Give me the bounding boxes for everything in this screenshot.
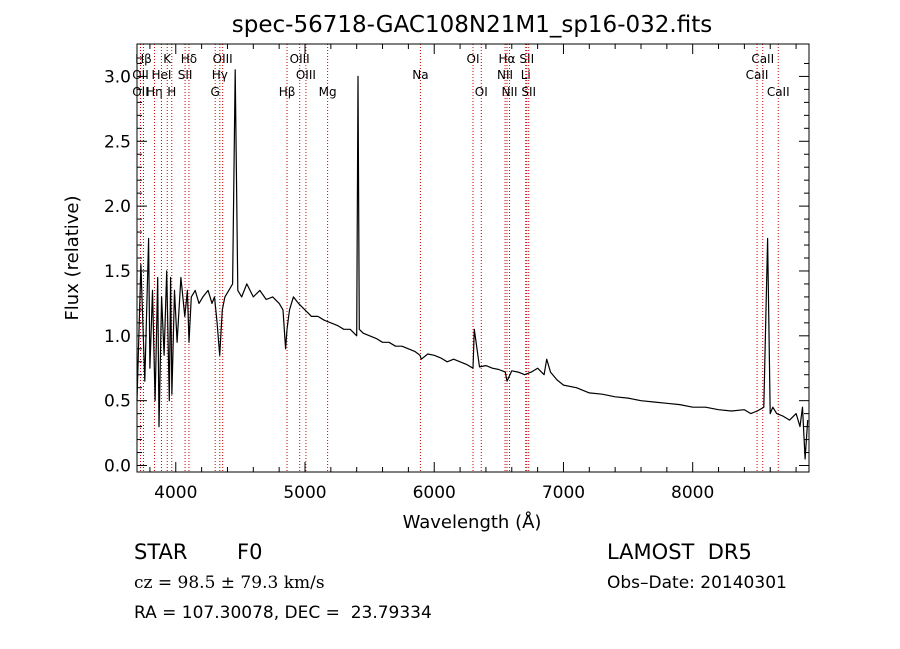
line-marker-label-0: Hβ <box>135 52 152 66</box>
line-marker-label-7: Hδ <box>181 52 197 66</box>
line-marker-label-4: HeI <box>151 68 171 82</box>
line-marker-label-2: OII <box>132 85 149 99</box>
y-tick-label-2: 1.0 <box>104 327 131 347</box>
line-marker-label-12: OIII <box>290 52 310 66</box>
line-marker-label-11: G <box>211 85 220 99</box>
line-marker-label-9: OIII <box>213 52 233 66</box>
line-marker-label-14: Hβ <box>279 85 296 99</box>
redshift-cz: cz = 98.5 ± 79.3 km/s <box>134 573 325 593</box>
line-marker-label-21: NII <box>502 85 518 99</box>
y-tick-label-4: 2.0 <box>104 197 131 217</box>
line-marker-label-20: NII <box>497 68 513 82</box>
y-tick-label-1: 0.5 <box>104 392 131 412</box>
line-marker-label-10: Hγ <box>212 68 228 82</box>
line-marker-label-17: OI <box>467 52 480 66</box>
line-marker-label-25: CaII <box>751 52 774 66</box>
x-tick-label-3: 7000 <box>542 483 585 503</box>
line-marker-label-16: Na <box>412 68 428 82</box>
line-marker-label-13: OIII <box>296 68 316 82</box>
x-tick-label-0: 4000 <box>154 483 197 503</box>
y-axis-label: Flux (relative) <box>62 195 83 320</box>
survey-name: LAMOST DR5 <box>607 540 752 564</box>
line-marker-label-19: Hα <box>499 52 516 66</box>
line-marker-label-27: CaII <box>767 85 790 99</box>
y-tick-label-6: 3.0 <box>104 67 131 87</box>
y-tick-label-0: 0.0 <box>104 457 131 477</box>
line-marker-label-26: CaII <box>746 68 769 82</box>
line-marker-label-6: H <box>167 85 176 99</box>
line-marker-label-3: Hη <box>146 85 163 99</box>
y-tick-label-3: 1.5 <box>104 262 131 282</box>
line-marker-label-8: SII <box>178 68 193 82</box>
line-marker-label-24: SII <box>521 85 536 99</box>
x-tick-label-2: 6000 <box>413 483 456 503</box>
spectrum-series-0 <box>136 69 809 460</box>
object-subclass: F0 <box>237 540 263 564</box>
x-axis-label: Wavelength (Å) <box>403 511 542 533</box>
line-marker-label-5: K <box>163 52 172 66</box>
line-marker-label-15: Mg <box>319 85 337 99</box>
line-marker-label-22: SII <box>519 52 534 66</box>
line-marker-label-23: Li <box>521 68 531 82</box>
object-class: STAR <box>134 540 188 564</box>
coordinates: RA = 107.30078, DEC = 23.79334 <box>134 603 432 623</box>
x-tick-label-4: 8000 <box>671 483 714 503</box>
x-tick-label-1: 5000 <box>283 483 326 503</box>
line-marker-label-18: OI <box>475 85 488 99</box>
obs-date: Obs–Date: 20140301 <box>607 573 787 593</box>
y-tick-label-5: 2.5 <box>104 132 131 152</box>
series-layer <box>136 69 809 460</box>
chart-title: spec-56718-GAC108N21M1_sp16-032.fits <box>232 12 712 38</box>
axes: 4000 5000 6000 7000 8000 0.0 0.5 1.0 1.5 2.0 2.5 3.… <box>104 44 809 503</box>
